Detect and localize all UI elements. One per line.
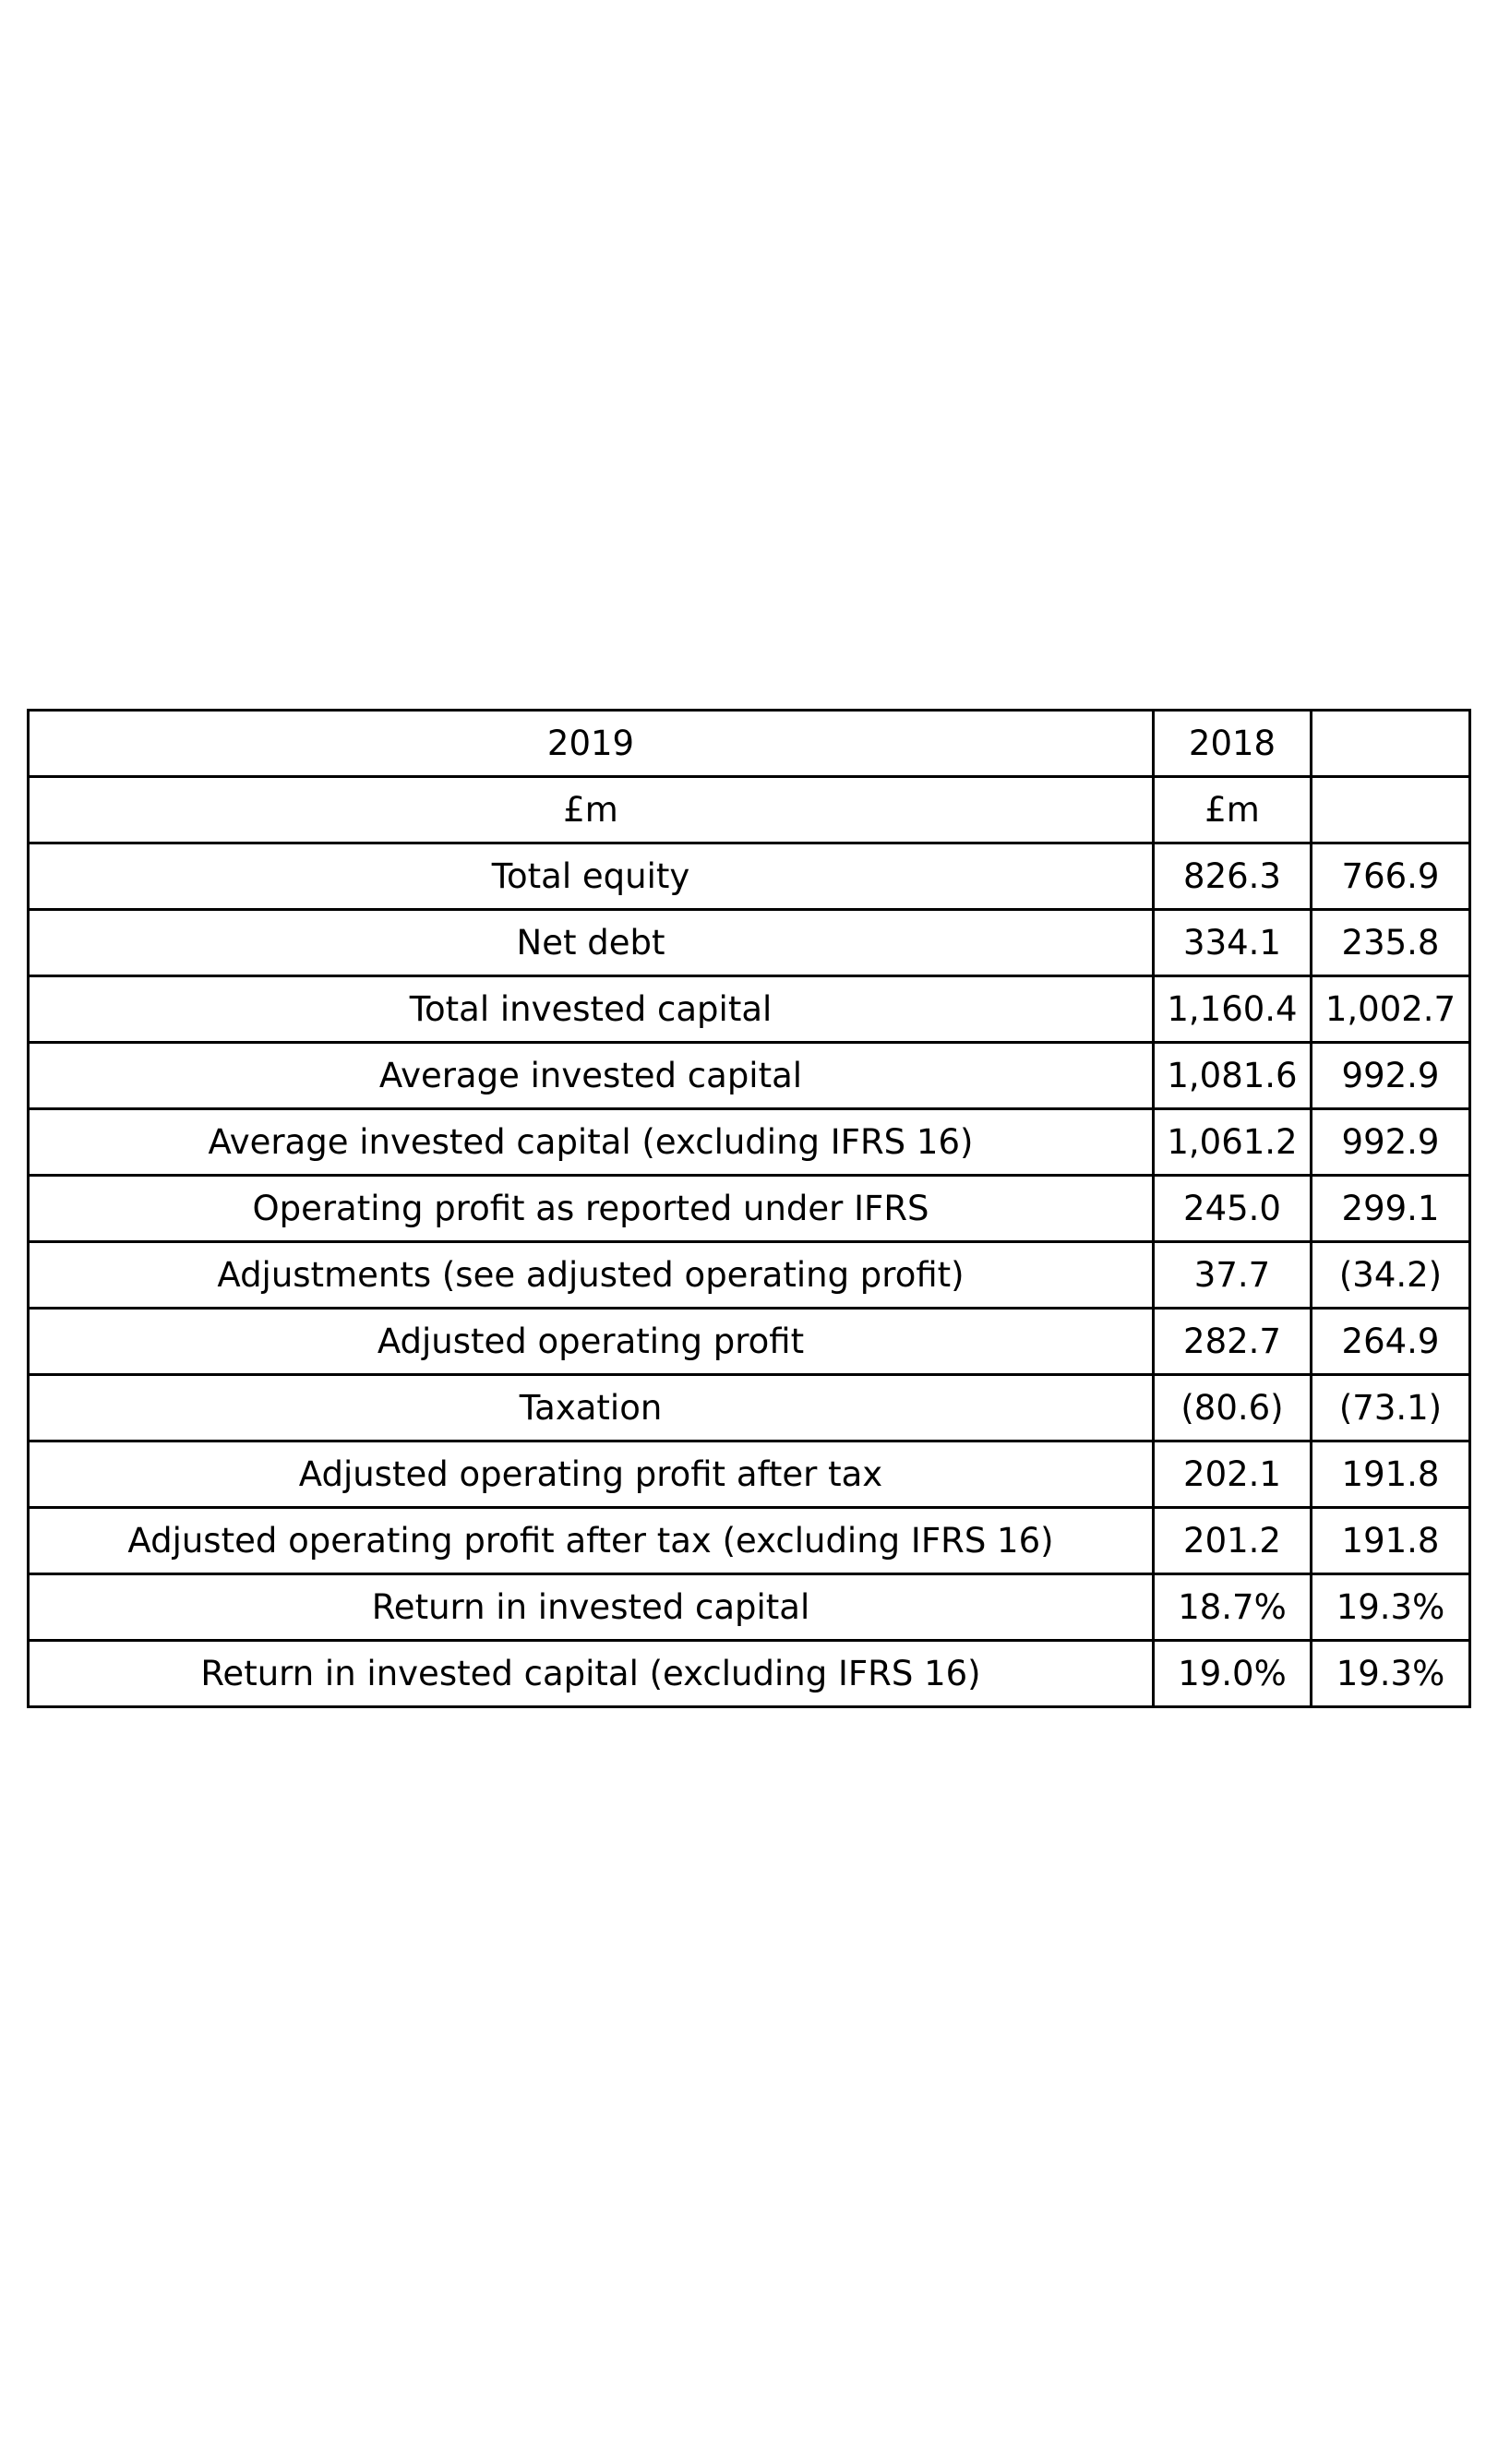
table-row: Adjusted operating profit 282.7 264.9 (27, 1307, 1471, 1376)
unit-cell: £m (1152, 775, 1312, 844)
table-row: Return in invested capital 18.7% 19.3% (27, 1573, 1471, 1642)
value-cell: 1,061.2 (1152, 1107, 1312, 1177)
table-row: Total invested capital 1,160.4 1,002.7 (27, 975, 1471, 1044)
row-label: Adjusted operating profit after tax (27, 1440, 1155, 1509)
table-row: Adjusted operating profit after tax 202.… (27, 1440, 1471, 1509)
row-label: Adjusted operating profit (27, 1307, 1155, 1376)
value-cell: 264.9 (1310, 1307, 1471, 1376)
value-cell: 992.9 (1310, 1107, 1471, 1177)
value-cell: 1,002.7 (1310, 975, 1471, 1044)
row-label: Average invested capital (excluding IFRS… (27, 1107, 1155, 1177)
row-label: Operating profit as reported under IFRS (27, 1174, 1155, 1243)
header-row: 2019 2018 (27, 709, 1471, 778)
value-cell: 37.7 (1152, 1240, 1312, 1310)
table-row: Operating profit as reported under IFRS … (27, 1174, 1471, 1243)
value-cell: 1,081.6 (1152, 1041, 1312, 1110)
value-cell: 766.9 (1310, 842, 1471, 911)
table-row: Taxation (80.6) (73.1) (27, 1373, 1471, 1442)
row-label: Average invested capital (27, 1041, 1155, 1110)
table-row: Return in invested capital (excluding IF… (27, 1639, 1471, 1708)
row-label: Taxation (27, 1373, 1155, 1442)
value-cell: 18.7% (1152, 1573, 1312, 1642)
value-cell: 191.8 (1310, 1440, 1471, 1509)
row-label: Total invested capital (27, 975, 1155, 1044)
header-cell: 2018 (1152, 709, 1312, 778)
row-label: Return in invested capital (excluding IF… (27, 1639, 1155, 1708)
value-cell: 19.3% (1310, 1573, 1471, 1642)
value-cell: 19.0% (1152, 1639, 1312, 1708)
value-cell: 992.9 (1310, 1041, 1471, 1110)
row-label: Return in invested capital (27, 1573, 1155, 1642)
value-cell: 201.2 (1152, 1506, 1312, 1575)
value-cell: 299.1 (1310, 1174, 1471, 1243)
roic-table-container: 2019 2018 £m £m Total equity 826.3 766.9… (27, 709, 1471, 1708)
table-row: Adjusted operating profit after tax (exc… (27, 1506, 1471, 1575)
table-row: Total equity 826.3 766.9 (27, 842, 1471, 911)
row-label: Adjusted operating profit after tax (exc… (27, 1506, 1155, 1575)
value-cell: 235.8 (1310, 908, 1471, 977)
row-label: Net debt (27, 908, 1155, 977)
table-row: Adjustments (see adjusted operating prof… (27, 1240, 1471, 1310)
row-label: Adjustments (see adjusted operating prof… (27, 1240, 1155, 1310)
roic-table: 2019 2018 £m £m Total equity 826.3 766.9… (27, 709, 1471, 1708)
value-cell: 334.1 (1152, 908, 1312, 977)
value-cell: (80.6) (1152, 1373, 1312, 1442)
row-label: Total equity (27, 842, 1155, 911)
table-row: Net debt 334.1 235.8 (27, 908, 1471, 977)
unit-cell: £m (27, 775, 1155, 844)
value-cell: 19.3% (1310, 1639, 1471, 1708)
value-cell: 245.0 (1152, 1174, 1312, 1243)
table-row: Average invested capital (excluding IFRS… (27, 1107, 1471, 1177)
value-cell: 1,160.4 (1152, 975, 1312, 1044)
value-cell: 282.7 (1152, 1307, 1312, 1376)
unit-row: £m £m (27, 775, 1471, 844)
header-cell: 2019 (27, 709, 1155, 778)
value-cell: (34.2) (1310, 1240, 1471, 1310)
value-cell: 202.1 (1152, 1440, 1312, 1509)
table-row: Average invested capital 1,081.6 992.9 (27, 1041, 1471, 1110)
value-cell: 826.3 (1152, 842, 1312, 911)
value-cell: 191.8 (1310, 1506, 1471, 1575)
unit-cell (1310, 775, 1471, 844)
header-cell (1310, 709, 1471, 778)
value-cell: (73.1) (1310, 1373, 1471, 1442)
